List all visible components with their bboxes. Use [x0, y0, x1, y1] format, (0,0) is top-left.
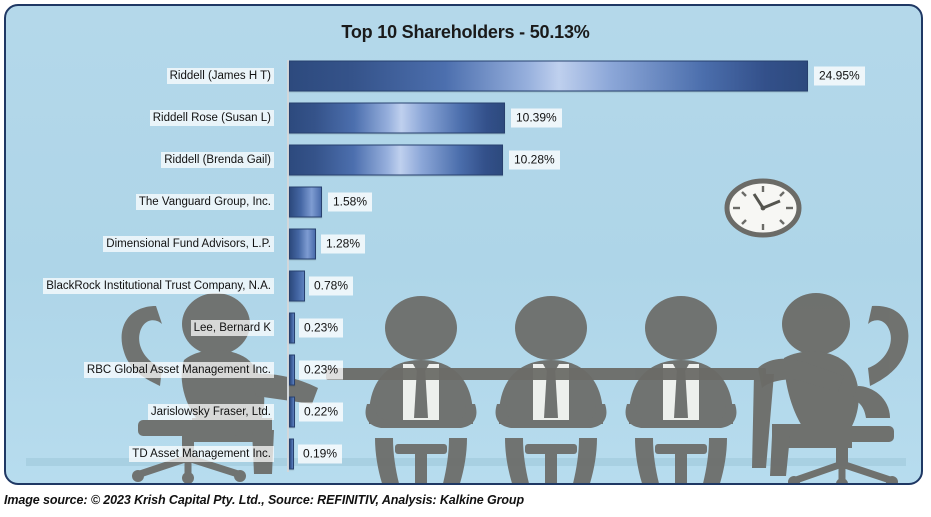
value-label: 0.23%: [299, 318, 344, 338]
value-label: 0.19%: [298, 444, 343, 464]
bar[interactable]: [289, 438, 294, 470]
bar[interactable]: [289, 186, 322, 218]
category-axis-line: [287, 60, 289, 472]
bar-row[interactable]: BlackRock Institutional Trust Company, N…: [6, 266, 921, 306]
category-label: Riddell Rose (Susan L): [149, 110, 274, 126]
category-label: Jarislowsky Fraser, Ltd.: [147, 404, 274, 420]
chart-panel: Top 10 Shareholders - 50.13% Riddell (Ja…: [4, 4, 923, 485]
value-label: 10.39%: [511, 108, 562, 128]
plot-area: Riddell (James H T) 24.95% Riddell Rose …: [6, 56, 921, 481]
value-label: 1.28%: [321, 234, 366, 254]
value-label: 0.22%: [299, 402, 344, 422]
bar-track: [289, 186, 322, 218]
bar[interactable]: [289, 312, 295, 344]
bar[interactable]: [289, 396, 295, 428]
category-label: Riddell (Brenda Gail): [161, 152, 274, 168]
value-label: 24.95%: [814, 66, 865, 86]
bar[interactable]: [289, 354, 295, 386]
category-label: Lee, Bernard K: [190, 320, 274, 336]
bar-track: [289, 228, 316, 260]
bar-track: [289, 438, 294, 470]
value-label: 1.58%: [328, 192, 373, 212]
bar-row[interactable]: Lee, Bernard K 0.23%: [6, 308, 921, 348]
bar-row[interactable]: TD Asset Management Inc. 0.19%: [6, 434, 921, 474]
category-label: Dimensional Fund Advisors, L.P.: [103, 236, 274, 252]
bar-track: [289, 270, 305, 302]
bar-row[interactable]: Riddell Rose (Susan L) 10.39%: [6, 98, 921, 138]
bar-row[interactable]: RBC Global Asset Management Inc. 0.23%: [6, 350, 921, 390]
bar-track: [289, 312, 295, 344]
value-label: 0.78%: [309, 276, 354, 296]
category-label: BlackRock Institutional Trust Company, N…: [43, 278, 274, 294]
bar-track: [289, 354, 295, 386]
bar[interactable]: [289, 228, 316, 260]
image-source-note: Image source: © 2023 Krish Capital Pty. …: [4, 493, 524, 507]
bar[interactable]: [289, 60, 808, 92]
bar-row[interactable]: The Vanguard Group, Inc. 1.58%: [6, 182, 921, 222]
chart-title: Top 10 Shareholders - 50.13%: [341, 22, 590, 42]
value-label: 0.23%: [299, 360, 344, 380]
bar-row[interactable]: Riddell (James H T) 24.95%: [6, 56, 921, 96]
bar-track: [289, 60, 808, 92]
value-label: 10.28%: [509, 150, 560, 170]
bar-track: [289, 396, 295, 428]
bar-row[interactable]: Riddell (Brenda Gail) 10.28%: [6, 140, 921, 180]
bar[interactable]: [289, 144, 503, 176]
category-label: RBC Global Asset Management Inc.: [83, 362, 274, 378]
bar[interactable]: [289, 102, 505, 134]
bar-track: [289, 144, 503, 176]
category-label: TD Asset Management Inc.: [129, 446, 274, 462]
bar-row[interactable]: Jarislowsky Fraser, Ltd. 0.22%: [6, 392, 921, 432]
bar-track: [289, 102, 505, 134]
category-label: Riddell (James H T): [166, 68, 274, 84]
category-label: The Vanguard Group, Inc.: [135, 194, 274, 210]
bar-row[interactable]: Dimensional Fund Advisors, L.P. 1.28%: [6, 224, 921, 264]
bar[interactable]: [289, 270, 305, 302]
